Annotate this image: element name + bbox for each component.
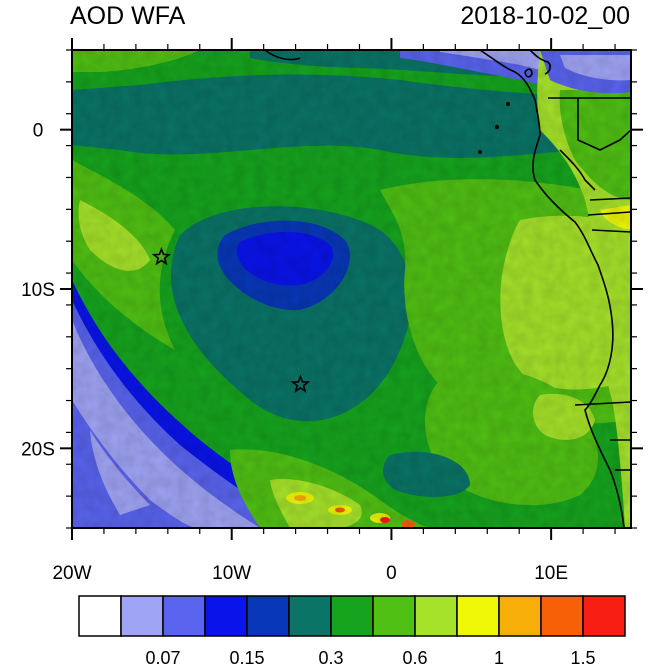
lon-tick-label: 10E — [534, 563, 568, 584]
colorbar-swatch — [162, 595, 206, 637]
lon-tick-label: 0 — [386, 563, 397, 584]
colorbar-label: 0.15 — [229, 648, 264, 667]
axis-ticks — [60, 38, 643, 540]
colorbar-swatch — [498, 595, 542, 637]
map-title: AOD WFA — [70, 2, 186, 30]
lat-tick-label: 10S — [21, 280, 55, 301]
lat-tick-label: 20S — [21, 439, 55, 460]
lon-tick-label: 10W — [212, 563, 251, 584]
colorbar-swatch — [330, 595, 374, 637]
colorbar-label: 0.07 — [145, 648, 180, 667]
colorbar-swatch — [288, 595, 332, 637]
colorbar-swatch — [246, 595, 290, 637]
colorbar-swatch — [120, 595, 164, 637]
lon-tick-label: 20W — [52, 563, 91, 584]
colorbar-swatch — [540, 595, 584, 637]
colorbar-swatch — [372, 595, 416, 637]
aod-field — [72, 50, 631, 528]
lat-tick-label: 0 — [33, 121, 44, 142]
star-markers — [151, 246, 311, 393]
colorbar-label: 1 — [494, 648, 504, 667]
colorbar-label: 1.5 — [570, 648, 595, 667]
colorbar: 0.07 0.15 0.3 0.6 1 1.5 — [78, 595, 626, 667]
colorbar-swatch — [204, 595, 248, 637]
colorbar-swatch — [78, 595, 122, 637]
colorbar-label: 0.3 — [318, 648, 343, 667]
axis-labels: 20W 10W 0 10E 0 10S 20S — [21, 121, 568, 584]
star-marker — [151, 246, 172, 266]
colorbar-swatch — [456, 595, 500, 637]
star-marker — [290, 374, 311, 393]
colorbar-swatch — [414, 595, 458, 637]
coastline — [264, 50, 631, 528]
colorbar-label: 0.6 — [402, 648, 427, 667]
colorbar-swatch — [582, 595, 626, 637]
map-timestamp: 2018-10-02_00 — [460, 2, 630, 30]
